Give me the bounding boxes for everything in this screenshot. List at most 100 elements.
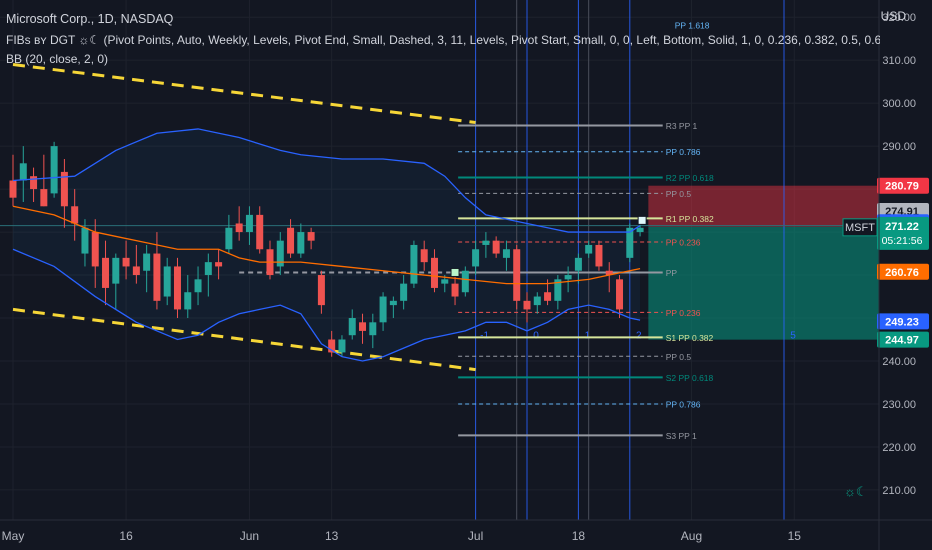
pivot-level-label: R2 PP 0.618: [666, 173, 714, 183]
candle: [143, 244, 151, 293]
candle: [472, 240, 480, 276]
candle: [389, 296, 397, 319]
candle: [204, 253, 212, 297]
candle-body: [420, 249, 428, 263]
price-label-text: 260.76: [885, 267, 919, 279]
sun-moon-icon[interactable]: ☼☾: [844, 484, 868, 499]
candle: [328, 330, 336, 357]
candle-body: [636, 227, 644, 233]
symbol-tag-text: MSFT: [845, 222, 875, 234]
candle: [122, 240, 130, 280]
candle-body: [451, 283, 459, 297]
pivot-level-label: PP 0.236: [666, 237, 701, 247]
last-price-value: 271.22: [885, 221, 919, 233]
candle: [245, 206, 253, 245]
candle: [215, 249, 223, 280]
candle-body: [544, 292, 552, 301]
candle: [173, 257, 181, 319]
candle: [50, 141, 58, 198]
candle: [513, 244, 521, 310]
candle-body: [132, 266, 140, 276]
price-label-text: 249.23: [885, 316, 919, 328]
candle: [102, 240, 110, 306]
candle-body: [163, 266, 171, 297]
candle-body: [369, 322, 377, 336]
candle: [40, 154, 48, 207]
candle: [338, 335, 346, 357]
candle-body: [359, 322, 367, 331]
candle-body: [585, 244, 593, 254]
candle: [60, 159, 68, 228]
candle-body: [461, 270, 469, 293]
last-price-label: 271.22 05:21:56: [877, 216, 929, 250]
candle: [112, 253, 120, 310]
pivot-level-label: PP 0.5: [666, 189, 692, 199]
candle-body: [297, 232, 305, 254]
candle-body: [523, 300, 531, 310]
candle: [71, 189, 79, 241]
candle: [317, 270, 325, 314]
fib-time-zone-label: 2: [636, 330, 642, 341]
candle: [605, 262, 613, 293]
candle-body: [225, 227, 233, 250]
price-label-box: [877, 313, 929, 330]
candle-body: [287, 227, 295, 254]
candle-body: [389, 300, 397, 306]
candle-body: [71, 206, 79, 224]
fib-time-zone-label: -1: [480, 330, 489, 341]
candle: [184, 275, 192, 319]
candle-body: [194, 279, 202, 293]
candle-body: [441, 279, 449, 284]
pivot-level-label: PP 0.786: [666, 147, 701, 157]
pivot-level-label: S3 PP 1: [666, 431, 697, 441]
candle: [348, 309, 356, 340]
candle: [225, 214, 233, 254]
pivot-level-label: PP 1.618: [675, 20, 710, 30]
pivot-marker: [637, 215, 647, 225]
candle: [19, 146, 27, 202]
candle: [585, 240, 593, 258]
candle: [235, 206, 243, 241]
candle-body: [235, 223, 243, 233]
candle: [430, 249, 438, 293]
candle-body: [605, 270, 613, 276]
candle-body: [533, 296, 541, 306]
candle-body: [40, 189, 48, 207]
pivot-level-label: PP: [666, 268, 678, 278]
price-scale-tick-label: 320.00: [882, 12, 916, 24]
pivot-marker: [450, 267, 460, 277]
time-axis-tick-label: 18: [572, 529, 586, 543]
pivot-level-label: PP 0.236: [666, 308, 701, 318]
candle: [81, 219, 89, 267]
candle-body: [19, 163, 27, 181]
candle-body: [153, 253, 161, 301]
candle-body: [276, 240, 284, 267]
candle-body: [502, 249, 510, 258]
candle-body: [564, 275, 572, 280]
price-scale-tick-label: 220.00: [882, 442, 916, 454]
candle: [379, 292, 387, 331]
candle-body: [595, 244, 603, 267]
candle-body: [410, 244, 418, 284]
bollinger-bands-legend[interactable]: BB (20, close, 2, 0): [6, 52, 109, 66]
candle: [595, 240, 603, 271]
candle: [297, 223, 305, 258]
candle-body: [379, 296, 387, 323]
candle-body: [215, 262, 223, 267]
price-scale-label: 280.79: [877, 177, 929, 194]
time-axis-tick-label: Jun: [240, 529, 259, 543]
time-axis-tick-label: Jul: [468, 529, 483, 543]
candle-body: [472, 249, 480, 267]
candle-body: [60, 171, 68, 207]
symbol-legend[interactable]: Microsoft Corp., 1D, NASDAQ: [6, 12, 174, 26]
price-scale-tick-label: 210.00: [882, 485, 916, 497]
fibs-indicator-legend[interactable]: FIBs ʙʏ DGT ☼☾ (Pivot Points, Auto, Week…: [6, 33, 880, 47]
symbol-tag: MSFT: [842, 218, 878, 237]
candle: [482, 232, 490, 258]
pivot-level-label: R1 PP 0.382: [666, 214, 714, 224]
candle-body: [184, 292, 192, 310]
candle: [256, 206, 264, 254]
price-label-text: 244.97: [885, 335, 919, 347]
trendline: [12, 307, 476, 372]
